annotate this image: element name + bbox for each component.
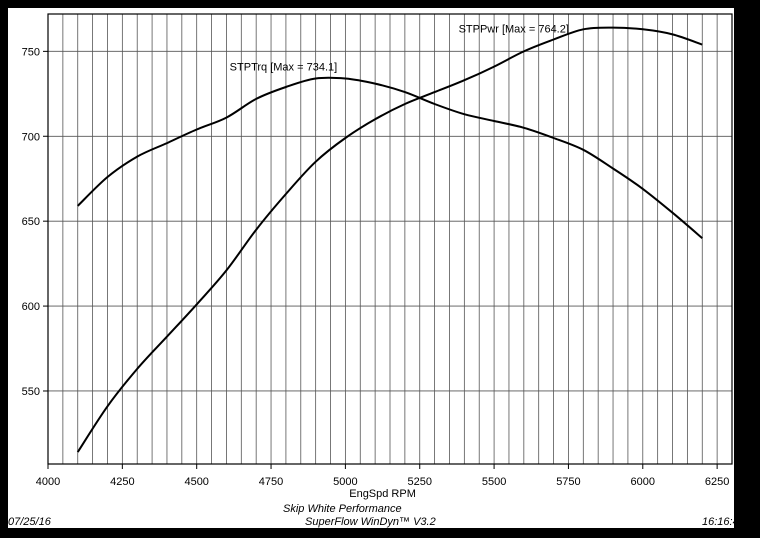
dyno-chart: 4000 4250 4500 4750 5000 5250 5500 5750 6000 6250… bbox=[22, 13, 733, 500]
y-tick-label: 700 bbox=[22, 131, 40, 143]
x-tick-label: 5750 bbox=[556, 476, 580, 488]
x-tick-label: 4250 bbox=[110, 476, 134, 488]
x-axis-title: EngSpd RPM bbox=[349, 488, 416, 500]
series-annotation-stptrq: STPTrq [Max = 734.1] bbox=[230, 62, 338, 74]
x-tick-label: 5250 bbox=[407, 476, 431, 488]
run-date: 07/25/16 bbox=[8, 516, 51, 528]
y-tick-label: 650 bbox=[22, 216, 40, 228]
series-line-stppwr bbox=[76, 26, 703, 453]
x-tick-label: 4750 bbox=[259, 476, 283, 488]
x-tick-label: 4000 bbox=[36, 476, 60, 488]
y-tick-label: 600 bbox=[22, 301, 40, 313]
series-annotation-stppwr: STPPwr [Max = 764.2] bbox=[459, 23, 569, 35]
x-tick-label: 4500 bbox=[184, 476, 208, 488]
x-tick-label: 6000 bbox=[631, 476, 655, 488]
x-tick-label: 6250 bbox=[705, 476, 729, 488]
dyno-sheet: 4000 4250 4500 4750 5000 5250 5500 5750 6000 6250… bbox=[8, 8, 745, 528]
y-tick-label: 750 bbox=[22, 46, 40, 58]
plot-frame bbox=[47, 13, 733, 465]
software-version: SuperFlow WinDyn™ V3.2 bbox=[305, 516, 436, 528]
run-time: 16:16:42 bbox=[702, 516, 745, 528]
x-tick-label: 5500 bbox=[482, 476, 506, 488]
x-tick-label: 5000 bbox=[333, 476, 357, 488]
shop-name: Skip White Performance bbox=[283, 503, 402, 515]
series-line-stptrq bbox=[77, 76, 703, 239]
y-tick-label: 550 bbox=[22, 386, 40, 398]
